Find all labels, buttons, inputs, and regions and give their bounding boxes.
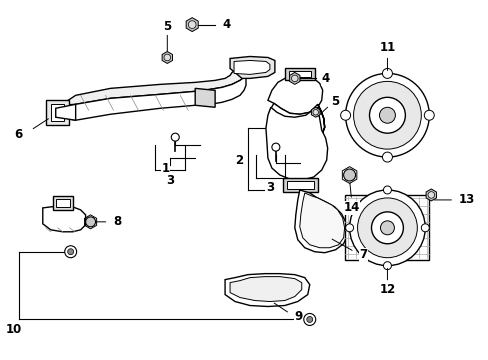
- Circle shape: [343, 169, 355, 181]
- Text: 10: 10: [6, 323, 22, 336]
- Text: 3: 3: [166, 174, 174, 186]
- Text: 2: 2: [234, 154, 243, 167]
- Text: 12: 12: [379, 283, 395, 296]
- Polygon shape: [267, 104, 325, 173]
- Text: 7: 7: [359, 248, 367, 261]
- Text: 1: 1: [161, 162, 169, 175]
- Circle shape: [67, 249, 74, 255]
- Circle shape: [171, 133, 179, 141]
- Text: 4: 4: [222, 18, 230, 31]
- Polygon shape: [265, 107, 327, 180]
- Polygon shape: [229, 57, 274, 78]
- Polygon shape: [288, 71, 310, 77]
- Circle shape: [312, 109, 318, 115]
- Polygon shape: [195, 88, 215, 107]
- Circle shape: [64, 246, 77, 258]
- Text: 4: 4: [321, 72, 329, 85]
- Circle shape: [353, 81, 421, 149]
- Circle shape: [340, 110, 350, 120]
- Circle shape: [379, 107, 395, 123]
- Polygon shape: [42, 206, 85, 232]
- Polygon shape: [344, 195, 428, 260]
- Polygon shape: [229, 276, 301, 302]
- Polygon shape: [285, 68, 314, 80]
- Circle shape: [291, 75, 298, 82]
- Polygon shape: [311, 107, 319, 117]
- Text: 5: 5: [163, 20, 171, 33]
- Polygon shape: [162, 51, 172, 63]
- Circle shape: [188, 21, 196, 28]
- Circle shape: [382, 68, 392, 78]
- Circle shape: [345, 224, 353, 232]
- Circle shape: [371, 212, 403, 244]
- Circle shape: [303, 314, 315, 325]
- Polygon shape: [234, 60, 269, 75]
- Polygon shape: [46, 100, 68, 125]
- Polygon shape: [51, 104, 63, 121]
- Circle shape: [345, 73, 428, 157]
- Text: 6: 6: [15, 128, 23, 141]
- Circle shape: [383, 186, 390, 194]
- Circle shape: [383, 262, 390, 270]
- Polygon shape: [224, 274, 309, 306]
- Circle shape: [369, 97, 405, 133]
- Polygon shape: [282, 178, 317, 192]
- Polygon shape: [56, 104, 76, 120]
- Text: 8: 8: [113, 215, 122, 228]
- Polygon shape: [267, 103, 324, 144]
- Circle shape: [271, 143, 279, 151]
- Text: 5: 5: [331, 95, 339, 108]
- Polygon shape: [299, 193, 344, 248]
- Polygon shape: [294, 190, 347, 253]
- Polygon shape: [286, 181, 313, 189]
- Polygon shape: [56, 199, 69, 207]
- Polygon shape: [425, 189, 436, 201]
- Text: 14: 14: [343, 201, 359, 215]
- Circle shape: [357, 198, 416, 258]
- Polygon shape: [61, 68, 245, 110]
- Circle shape: [380, 221, 394, 235]
- Polygon shape: [289, 72, 299, 84]
- Polygon shape: [267, 76, 322, 114]
- Circle shape: [427, 192, 434, 198]
- Circle shape: [306, 316, 312, 323]
- Text: 13: 13: [458, 193, 474, 206]
- Text: 11: 11: [379, 41, 395, 54]
- Circle shape: [382, 152, 392, 162]
- Circle shape: [85, 217, 95, 227]
- Polygon shape: [53, 196, 73, 210]
- Text: 3: 3: [265, 181, 273, 194]
- Text: 9: 9: [294, 310, 303, 323]
- Circle shape: [424, 110, 433, 120]
- Polygon shape: [61, 73, 245, 120]
- Circle shape: [163, 54, 170, 61]
- Circle shape: [349, 190, 425, 266]
- Circle shape: [421, 224, 428, 232]
- Polygon shape: [186, 18, 198, 32]
